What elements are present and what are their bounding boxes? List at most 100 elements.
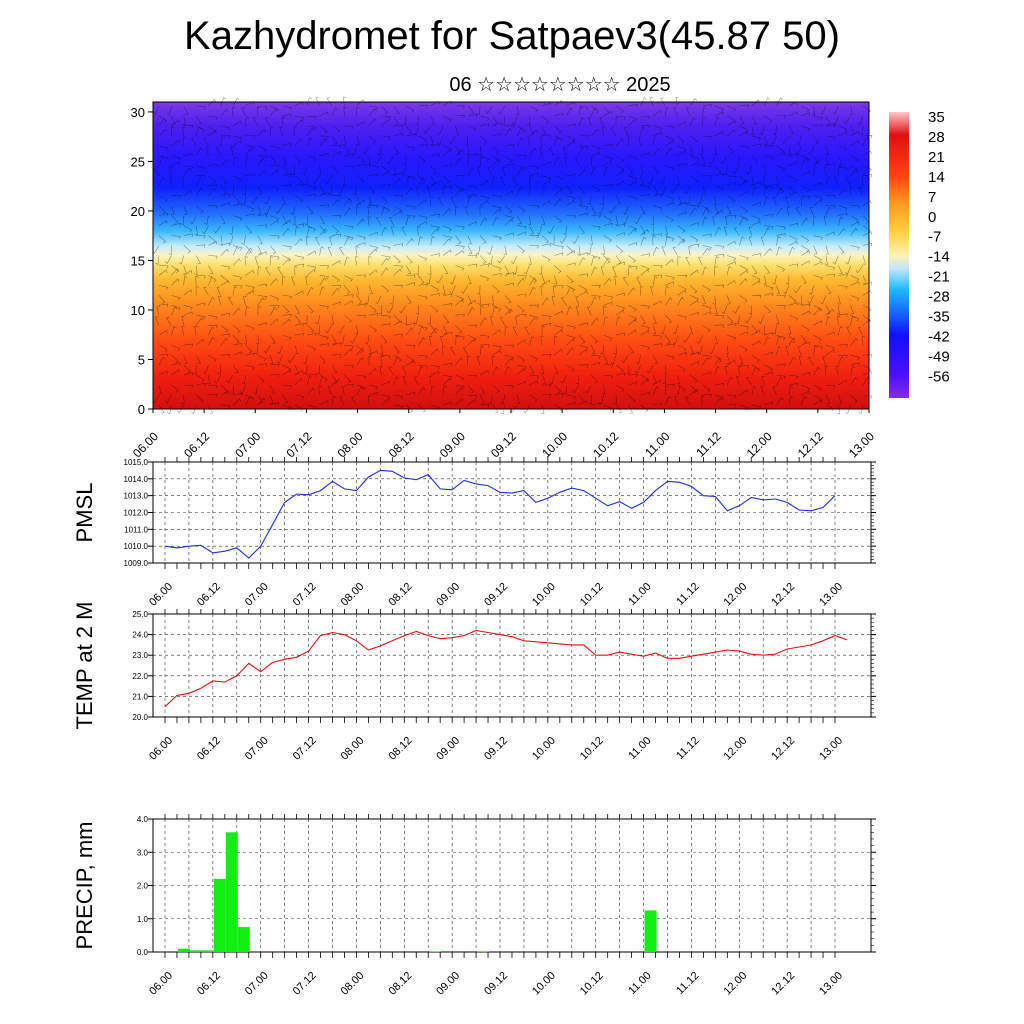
plot-frame — [152, 613, 872, 718]
x-tick-label: 10.00 — [539, 429, 570, 460]
precip-bar — [644, 910, 657, 952]
colorbar-label: -35 — [928, 309, 950, 326]
y-tick-label: 1.0 — [137, 915, 149, 924]
x-tick-label: 08.00 — [339, 970, 367, 998]
x-tick-label: 08.12 — [386, 429, 417, 460]
y-tick-label: 2.0 — [137, 882, 149, 891]
x-tick-label: 06.12 — [181, 429, 212, 460]
x-tick-label: 10.12 — [590, 429, 621, 460]
chart-title: Kazhydromet for Satpaev3(45.87 50) — [184, 14, 840, 58]
y-tick-label: 25.0 — [132, 610, 148, 619]
y-tick-label: 1011.0 — [124, 525, 148, 534]
x-tick-label: 13.00 — [846, 429, 877, 460]
colorbar-label: -28 — [928, 289, 950, 306]
x-tick-label: 12.12 — [769, 581, 797, 609]
x-tick-label: 08.00 — [339, 581, 367, 609]
y-tick-label: 1014.0 — [124, 475, 149, 484]
x-tick-label: 08.12 — [386, 970, 414, 998]
y-tick-label: 1015.0 — [124, 458, 149, 467]
x-tick-label: 11.00 — [626, 581, 653, 608]
y-tick-label: 23.0 — [132, 651, 148, 660]
x-tick-label: 06.12 — [195, 735, 223, 763]
x-tick-label: 07.00 — [243, 970, 271, 998]
x-tick-label: 06.12 — [195, 581, 223, 609]
x-tick-label: 10.12 — [578, 581, 606, 609]
y-tick-label: 0 — [138, 402, 145, 417]
heatmap-field — [153, 102, 869, 409]
x-tick-label: 12.12 — [795, 429, 826, 460]
x-tick-label: 07.00 — [232, 429, 263, 460]
colorbar-label: 21 — [928, 149, 945, 166]
temp-panel: 20.0 21.0 22.0 23.0 24.0 25.0 06.00 06.12 07.00 0… — [72, 602, 876, 763]
x-tick-label: 07.12 — [291, 581, 319, 609]
y-tick-label: 1010.0 — [124, 542, 149, 551]
x-tick-label: 10.00 — [530, 581, 558, 609]
pmsl-panel: 1009.0 1010.0 1011.0 1012.0 1013.0 1014.0 1015… — [72, 457, 876, 609]
y-tick-label: 0.0 — [137, 948, 149, 957]
y-tick-label: 4.0 — [137, 815, 149, 824]
precip-panel: 0.0 1.0 2.0 3.0 4.0 06.00 06.12 07.00 07.12 08.00… — [72, 814, 876, 998]
x-tick-label: 06.00 — [147, 970, 175, 998]
y-tick-label: 1009.0 — [124, 559, 149, 568]
x-tick-label: 10.00 — [530, 970, 558, 998]
x-tick-label: 12.12 — [769, 970, 797, 998]
y-tick-label: 30 — [131, 105, 145, 120]
y-tick-label: 25 — [131, 154, 145, 169]
wind-barbs — [152, 96, 873, 415]
series-line — [164, 629, 848, 708]
y-axis-label: PRECIP, mm — [72, 822, 97, 950]
x-tick-label: 10.00 — [530, 735, 558, 763]
x-tick-label: 10.12 — [578, 735, 606, 763]
x-tick-label: 08.12 — [386, 735, 414, 763]
x-tick-label: 12.12 — [769, 735, 797, 763]
x-tick-label: 07.00 — [243, 735, 271, 763]
x-tick-label: 08.00 — [339, 735, 367, 763]
colorbar-label: -56 — [928, 368, 950, 385]
precip-bar — [225, 832, 238, 952]
x-tick-label: 12.00 — [721, 735, 749, 763]
x-tick-label: 11.12 — [674, 970, 701, 997]
y-tick-label: 1012.0 — [124, 509, 149, 518]
x-tick-label: 12.00 — [744, 429, 775, 460]
colorbar-label: 0 — [928, 209, 936, 226]
colorbar-label: -42 — [928, 329, 950, 346]
x-tick-label: 06.00 — [147, 735, 175, 763]
x-tick-label: 07.00 — [243, 581, 271, 609]
x-tick-label: 09.12 — [482, 581, 510, 609]
colorbar-label: -7 — [928, 229, 941, 246]
x-tick-label: 11.00 — [626, 735, 653, 762]
x-tick-label: 09.00 — [434, 970, 462, 998]
x-tick-label: 11.12 — [674, 581, 701, 608]
precip-bar — [201, 950, 214, 952]
y-tick-label: 3.0 — [137, 848, 149, 857]
colorbar-label: 7 — [928, 189, 936, 206]
precip-bar — [177, 948, 190, 952]
chart-subtitle: 06 ☆☆☆☆☆☆☆☆ 2025 — [449, 74, 671, 96]
colorbar-label: -14 — [928, 249, 950, 266]
x-tick-label: 08.00 — [335, 429, 366, 460]
x-tick-label: 11.00 — [642, 429, 673, 460]
wind-texture — [152, 96, 873, 415]
y-tick-label: 15 — [131, 253, 145, 268]
x-tick-label: 07.12 — [291, 735, 319, 763]
y-tick-label: 24.0 — [132, 631, 148, 640]
plot-frame — [152, 461, 872, 564]
y-tick-label: 20 — [131, 204, 145, 219]
precip-bar — [213, 878, 226, 952]
x-tick-label: 13.00 — [817, 970, 845, 998]
x-tick-label: 09.12 — [482, 970, 510, 998]
x-tick-label: 06.00 — [130, 429, 161, 460]
x-tick-label: 13.00 — [817, 735, 845, 763]
x-tick-label: 12.00 — [721, 970, 749, 998]
x-tick-label: 06.00 — [147, 581, 175, 609]
colorbar-label: -49 — [928, 348, 950, 365]
y-axis-label: PMSL — [72, 483, 97, 543]
y-tick-label: 20.0 — [132, 713, 148, 722]
x-tick-label: 09.00 — [434, 735, 462, 763]
y-tick-label: 22.0 — [132, 672, 148, 681]
precip-bar — [189, 950, 202, 952]
plot-frame — [152, 818, 872, 953]
x-tick-label: 09.12 — [488, 429, 519, 460]
x-tick-label: 07.12 — [291, 970, 319, 998]
